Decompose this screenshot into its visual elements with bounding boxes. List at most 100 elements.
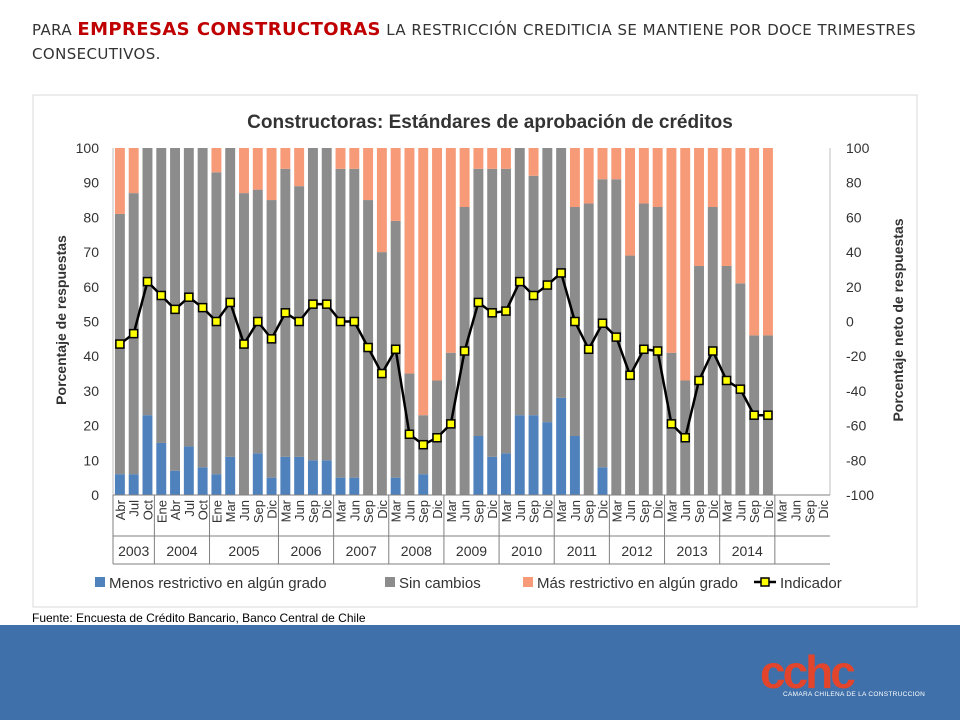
y-tick-label-left: 30 [83,383,99,399]
indicator-point [473,297,484,308]
y-tick-label-left: 40 [83,348,99,364]
indicator-point [377,368,387,379]
x-tick-label: Sep [361,500,376,523]
bar-less [156,442,167,495]
headline-prefix: PARA [32,21,73,39]
x-tick-label: Jun [347,500,362,521]
indicator-point [625,370,635,381]
indicator-point [170,304,180,315]
bar-more [569,148,580,207]
x-tick-label: Mar [223,499,238,522]
bar-less [280,456,291,495]
bar-less [349,477,360,495]
bar-less [211,474,222,495]
bar-less [542,422,553,495]
y-tick-label-right: -80 [846,452,866,468]
x-tick-label: Mar [609,499,624,522]
x-tick-label: Dic [320,500,335,519]
bar-more [666,148,677,353]
x-tick-label: Dic [651,500,666,519]
indicator-series [115,268,773,450]
bar-more [445,148,456,353]
y-tick-label-right: -100 [846,487,874,503]
x-tick-label: Dic [706,500,721,519]
bar-less [170,470,181,495]
bar-less [501,453,511,495]
indicator-point [459,346,470,356]
x-tick-label: Dic [375,500,390,519]
indicator-point [666,419,677,429]
x-tick-label: Jun [292,500,307,521]
bar-more [390,148,401,221]
x-tick-label: Mar [499,499,514,522]
bar-more [597,148,608,180]
bar-more [652,148,663,207]
headline: PARA EMPRESAS CONSTRUCTORAS LA RESTRICCI… [32,18,916,66]
indicator-point [556,268,566,278]
x-tick-label: Dic [816,500,831,519]
indicator-point [694,375,704,386]
indicator-point [280,308,291,318]
bar-more [680,148,691,381]
x-tick-label: Oct [196,500,211,521]
bar-more [266,148,277,201]
x-year-label: 2003 [118,543,149,559]
y-tick-label-left: 50 [83,314,99,330]
y-tick-label-right: 20 [846,279,862,295]
bar-more [625,148,636,256]
indicator-point [639,344,649,355]
x-tick-label: Jun [513,500,528,521]
indicator-point [225,297,235,308]
x-tick-label: Sep [416,500,431,523]
x-tick-label: Mar [775,499,790,522]
x-tick-label: Sep [582,500,597,523]
indicator-point [404,429,415,440]
indicator-point [763,410,773,420]
x-tick-label: Ene [154,500,169,523]
y-tick-label-left: 70 [83,244,99,260]
y-axis-label-left: Porcentaje de respuestas [53,235,69,405]
x-tick-label: Dic [265,500,280,519]
x-tick-label: Mar [664,499,679,522]
indicator-point [142,276,153,287]
bar-more [611,148,622,180]
x-axis: AbrJulOctEneAbrJulOctEneMarJunSepDicMarJ… [112,494,831,565]
legend-swatch [523,577,533,587]
cchc-logo: cchc [760,650,858,698]
bar-less [266,477,277,495]
legend-marker [760,577,770,587]
bar-more [473,148,484,169]
indicator-point [253,316,263,327]
indicator-point [749,410,759,420]
bar-less [225,456,236,495]
bar-more [211,148,222,173]
y-tick-label-left: 90 [83,175,99,191]
bar-more [762,148,773,336]
bar-more [528,148,539,176]
bar-more [735,148,746,284]
x-tick-label: Mar [554,499,569,522]
bar-less [114,474,125,495]
legend-swatch [95,577,105,587]
indicator-point [239,339,249,349]
logo-caption: CAMARA CHILENA DE LA CONSTRUCCION [783,691,926,698]
bar-more [239,148,249,194]
x-tick-label: Jun [458,500,473,521]
x-tick-label: Jul [127,500,142,517]
indicator-point [721,375,732,386]
bar-more [349,148,360,169]
bar-more [294,148,305,187]
bar-more [363,148,374,201]
indicator-point [294,316,304,327]
bar-more [376,148,387,253]
footer-band [0,625,960,720]
x-year-label: 2013 [677,543,708,559]
x-year-label: 2006 [290,543,321,559]
bar-less [597,467,608,495]
bar-less [390,477,401,495]
x-year-label: 2014 [732,543,763,559]
x-year-label: 2010 [511,543,542,559]
x-tick-label: Sep [471,500,486,523]
indicator-point [542,280,553,290]
bar-less [487,456,498,495]
